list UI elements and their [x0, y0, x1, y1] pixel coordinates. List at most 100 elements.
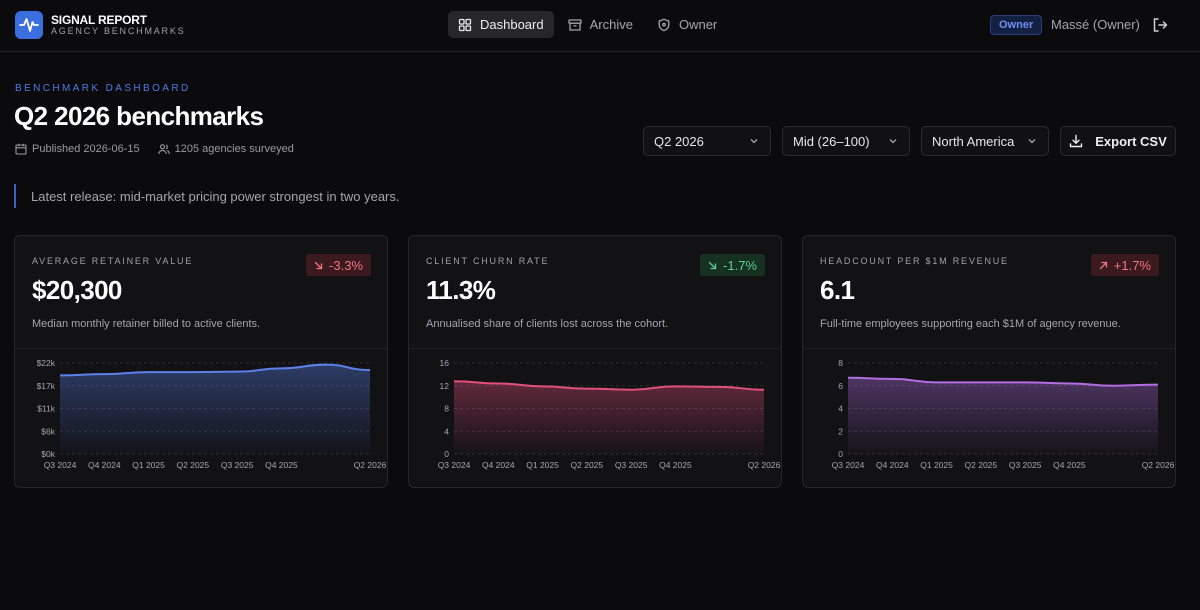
retainer-trend-chart: $0k $6k $11k $17k $22k Q3 2024 Q4 2024 Q1 2025 Q…: [37, 358, 387, 470]
card-label: HEADCOUNT PER $1M REVENUE: [820, 256, 1009, 266]
page-title: Q2 2026 benchmarks: [14, 101, 264, 131]
x-tick-label: Q3 2024: [438, 460, 471, 470]
delta-badge: -1.7%: [700, 254, 765, 276]
y-tick-label: 0: [444, 449, 449, 459]
y-tick-label: 12: [440, 381, 450, 391]
x-tick-label: Q3 2025: [221, 460, 254, 470]
nav-archive-label: Archive: [589, 17, 633, 32]
y-tick-label: 2: [838, 426, 843, 436]
top-bar: SIGNAL REPORT AGENCY BENCHMARKS Dashboar…: [0, 0, 1200, 52]
y-tick-label: 4: [838, 404, 843, 414]
card-retainer: AVERAGE RETAINER VALUE -3.3% $20,300 Med…: [14, 235, 388, 488]
y-tick-label: $22k: [37, 358, 56, 368]
card-headcount: HEADCOUNT PER $1M REVENUE +1.7% 6.1 Full…: [802, 235, 1176, 488]
archive-icon: [567, 18, 582, 31]
series-line: [453, 380, 765, 391]
kpi-description: Full-time employees supporting each $1M …: [820, 318, 1121, 330]
x-tick-label: Q2 2025: [571, 460, 604, 470]
main-nav: Dashboard Archive Owner: [448, 11, 727, 38]
card-label: CLIENT CHURN RATE: [426, 256, 550, 266]
nav-owner-label: Owner: [678, 17, 718, 32]
page-meta: Published 2026-06-15 1205 agencies surve…: [15, 143, 294, 155]
y-tick-label: $17k: [37, 381, 56, 391]
kpi-value: $20,300: [32, 275, 122, 305]
kpi-value: 6.1: [820, 275, 855, 305]
x-tick-label: Q2 2025: [965, 460, 998, 470]
chevron-down-icon: [889, 139, 897, 144]
x-tick-label: Q4 2024: [876, 460, 909, 470]
nav-owner[interactable]: Owner: [647, 11, 727, 38]
calendar-icon: [15, 143, 27, 155]
chevron-down-icon: [1028, 139, 1036, 144]
x-tick-label: Q1 2025: [920, 460, 953, 470]
download-icon: [1070, 134, 1083, 148]
y-tick-label: $11k: [37, 404, 56, 414]
users-icon: [157, 144, 170, 155]
x-tick-label: Q1 2025: [132, 460, 165, 470]
nav-dashboard[interactable]: Dashboard: [448, 11, 554, 38]
x-tick-label: Q2 2026: [354, 460, 387, 470]
arrow-down-right-icon: [314, 261, 323, 269]
x-tick-label: Q4 2025: [659, 460, 692, 470]
y-tick-label: $0k: [41, 449, 55, 459]
quarter-select-value: Q2 2026: [654, 133, 704, 149]
size-select[interactable]: Mid (26–100): [782, 126, 910, 156]
y-tick-label: $6k: [41, 426, 55, 436]
region-select[interactable]: North America: [921, 126, 1049, 156]
pulse-logo-icon[interactable]: [15, 11, 43, 39]
size-select-value: Mid (26–100): [793, 133, 870, 149]
y-tick-label: 8: [838, 358, 843, 368]
release-callout: Latest release: mid-market pricing power…: [14, 184, 400, 208]
area-fill: [454, 381, 764, 454]
x-tick-label: Q4 2024: [482, 460, 515, 470]
brand-name: SIGNAL REPORT: [51, 13, 147, 27]
arrow-up-right-icon: [1099, 261, 1107, 269]
x-tick-label: Q3 2025: [615, 460, 648, 470]
area-fill: [848, 377, 1158, 454]
kpi-value: 11.3%: [426, 275, 496, 305]
brand-subtitle: AGENCY BENCHMARKS: [51, 26, 186, 36]
delta-value: +1.7%: [1113, 257, 1151, 273]
x-tick-label: Q3 2024: [832, 460, 865, 470]
x-tick-label: Q2 2026: [748, 460, 781, 470]
series-line: [59, 363, 371, 377]
x-tick-label: Q4 2024: [88, 460, 121, 470]
nav-archive[interactable]: Archive: [558, 11, 643, 38]
x-tick-label: Q3 2025: [1009, 460, 1042, 470]
published-date: Published 2026-06-15: [32, 143, 140, 155]
x-tick-label: Q2 2025: [177, 460, 210, 470]
y-tick-label: 8: [444, 404, 449, 414]
grid-icon: [458, 18, 472, 31]
nav-dashboard-label: Dashboard: [480, 17, 544, 32]
x-tick-label: Q1 2025: [526, 460, 559, 470]
x-tick-label: Q4 2025: [1053, 460, 1086, 470]
delta-badge: -3.3%: [306, 254, 371, 276]
page-eyebrow: BENCHMARK DASHBOARD: [15, 83, 191, 94]
series-line: [847, 376, 1159, 387]
x-tick-label: Q2 2026: [1142, 460, 1175, 470]
y-tick-label: 4: [444, 426, 449, 436]
x-tick-label: Q3 2024: [44, 460, 77, 470]
area-fill: [60, 364, 370, 454]
y-tick-label: 16: [440, 358, 450, 368]
churn-trend-chart: 0 4 8 12 16 Q3 2024 Q4 2024 Q1 2025 Q2 2025 Q3 20…: [438, 358, 781, 470]
export-csv-button[interactable]: Export CSV: [1060, 126, 1176, 156]
delta-badge: +1.7%: [1090, 254, 1159, 276]
export-csv-label: Export CSV: [1095, 133, 1167, 149]
headcount-trend-chart: 0 2 4 6 8 Q3 2024 Q4 2024 Q1 2025 Q2 2025 Q3 2025…: [832, 358, 1175, 470]
quarter-select[interactable]: Q2 2026: [643, 126, 771, 156]
kpi-description: Annualised share of clients lost across …: [426, 318, 669, 330]
x-tick-label: Q4 2025: [265, 460, 298, 470]
y-tick-label: 6: [838, 381, 843, 391]
logout-icon[interactable]: [1151, 16, 1169, 34]
card-label: AVERAGE RETAINER VALUE: [32, 256, 194, 266]
arrow-down-right-icon: [708, 261, 717, 269]
shield-icon: [658, 18, 670, 31]
card-churn: CLIENT CHURN RATE -1.7% 11.3% Annualised…: [408, 235, 782, 488]
y-tick-label: 0: [838, 449, 843, 459]
agencies-surveyed: 1205 agencies surveyed: [174, 143, 294, 155]
delta-value: -1.7%: [723, 257, 757, 273]
delta-value: -3.3%: [329, 257, 363, 273]
role-badge: Owner: [990, 15, 1043, 35]
user-name[interactable]: Massé (Owner): [1051, 17, 1140, 32]
